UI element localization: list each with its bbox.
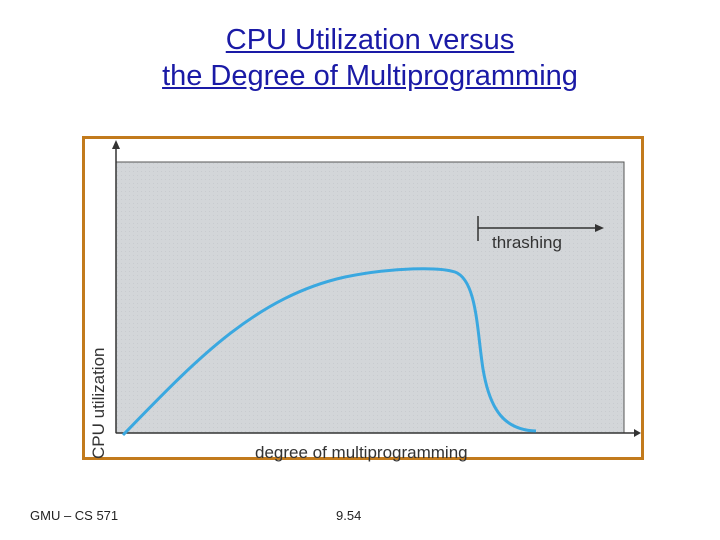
figure-frame: CPU utilization degree of multiprogrammi… [82, 136, 644, 462]
utilization-diagram [112, 140, 641, 437]
plot-area [115, 161, 625, 434]
footer-page-number: 9.54 [336, 508, 362, 523]
x-axis-arrowhead [634, 429, 641, 437]
x-axis-label: degree of multiprogramming [255, 443, 468, 462]
utilization-curve [121, 267, 537, 437]
title-line-2: the Degree of Multiprogramming [162, 60, 578, 92]
title-line-1: CPU Utilization versus [225, 24, 515, 56]
slide-title: CPU Utilization versus the Degree of Mul… [60, 22, 680, 94]
footer-course: GMU – CS 571 [30, 508, 119, 523]
thrashing-arrowhead [595, 224, 604, 232]
y-axis-arrowhead [112, 140, 120, 149]
thrashing-label: thrashing [492, 233, 562, 252]
